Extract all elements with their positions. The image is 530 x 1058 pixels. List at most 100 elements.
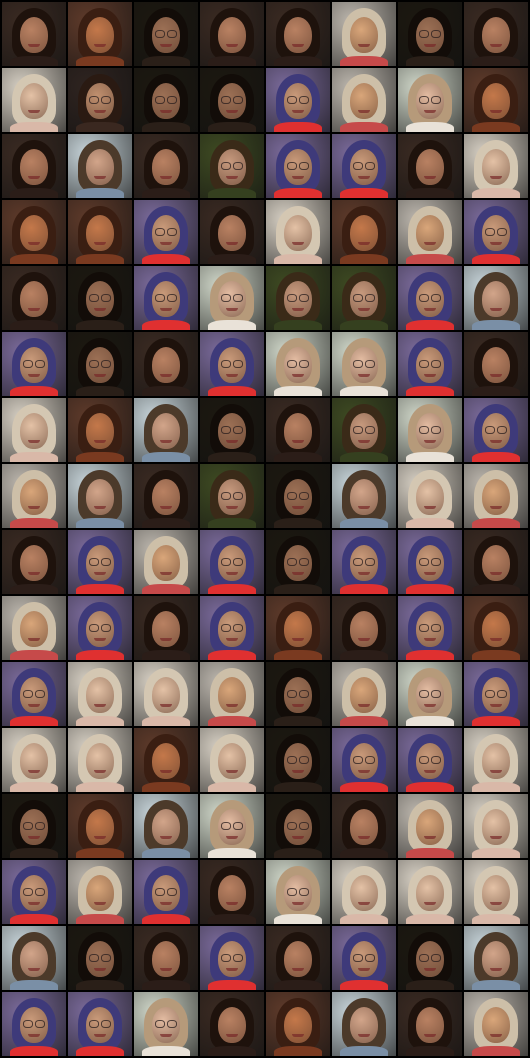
- mouth-shape: [292, 44, 304, 47]
- face-thumbnail: [134, 728, 198, 792]
- mouth-shape: [292, 506, 304, 509]
- face-shape: [20, 413, 48, 449]
- mouth-shape: [358, 638, 370, 641]
- shirt-shape: [76, 386, 124, 396]
- face-shape: [350, 17, 378, 53]
- face-thumbnail: [332, 2, 396, 66]
- face-shape: [482, 941, 510, 977]
- face-shape: [482, 875, 510, 911]
- glasses-shape: [353, 162, 375, 170]
- shirt-shape: [10, 980, 58, 990]
- face-thumbnail: [134, 332, 198, 396]
- shirt-shape: [340, 980, 388, 990]
- face-thumbnail: [2, 530, 66, 594]
- face-shape: [20, 479, 48, 515]
- shirt-shape: [472, 320, 520, 330]
- mouth-shape: [28, 968, 40, 971]
- shirt-shape: [76, 452, 124, 462]
- shirt-shape: [274, 848, 322, 858]
- face-shape: [350, 677, 378, 713]
- face-thumbnail: [134, 464, 198, 528]
- face-shape: [350, 83, 378, 119]
- face-thumbnail: [398, 200, 462, 264]
- face-shape: [86, 677, 114, 713]
- shirt-shape: [340, 122, 388, 132]
- shirt-shape: [142, 452, 190, 462]
- mouth-shape: [424, 638, 436, 641]
- face-shape: [482, 611, 510, 647]
- face-thumbnail: [134, 2, 198, 66]
- glasses-shape: [287, 558, 309, 566]
- shirt-shape: [472, 914, 520, 924]
- shirt-shape: [340, 254, 388, 264]
- mouth-shape: [28, 44, 40, 47]
- shirt-shape: [208, 914, 256, 924]
- face-thumbnail: [68, 662, 132, 726]
- mouth-shape: [160, 902, 172, 905]
- mouth-shape: [358, 968, 370, 971]
- shirt-shape: [208, 56, 256, 66]
- face-shape: [86, 479, 114, 515]
- mouth-shape: [424, 308, 436, 311]
- mouth-shape: [28, 374, 40, 377]
- shirt-shape: [406, 980, 454, 990]
- face-thumbnail: [464, 134, 528, 198]
- shirt-shape: [76, 56, 124, 66]
- face-thumbnail: [134, 200, 198, 264]
- face-shape: [482, 545, 510, 581]
- glasses-shape: [419, 954, 441, 962]
- face-shape: [284, 611, 312, 647]
- shirt-shape: [472, 188, 520, 198]
- glasses-shape: [287, 822, 309, 830]
- face-shape: [20, 281, 48, 317]
- shirt-shape: [340, 386, 388, 396]
- face-shape: [20, 215, 48, 251]
- shirt-shape: [208, 386, 256, 396]
- shirt-shape: [208, 122, 256, 132]
- shirt-shape: [340, 1046, 388, 1056]
- face-shape: [86, 875, 114, 911]
- glasses-shape: [419, 558, 441, 566]
- face-thumbnail: [398, 794, 462, 858]
- shirt-shape: [76, 980, 124, 990]
- shirt-shape: [76, 320, 124, 330]
- shirt-shape: [76, 914, 124, 924]
- shirt-shape: [10, 650, 58, 660]
- face-shape: [350, 215, 378, 251]
- mouth-shape: [160, 638, 172, 641]
- mouth-shape: [424, 506, 436, 509]
- mouth-shape: [226, 968, 238, 971]
- shirt-shape: [76, 254, 124, 264]
- mouth-shape: [424, 44, 436, 47]
- shirt-shape: [76, 782, 124, 792]
- face-shape: [152, 347, 180, 383]
- shirt-shape: [142, 650, 190, 660]
- glasses-shape: [353, 294, 375, 302]
- face-shape: [416, 875, 444, 911]
- face-shape: [482, 347, 510, 383]
- face-thumbnail: [200, 266, 264, 330]
- face-thumbnail: [266, 134, 330, 198]
- face-thumbnail: [68, 794, 132, 858]
- mouth-shape: [226, 770, 238, 773]
- mouth-shape: [94, 308, 106, 311]
- mouth-shape: [424, 902, 436, 905]
- shirt-shape: [208, 452, 256, 462]
- face-thumbnail: [134, 596, 198, 660]
- face-shape: [284, 413, 312, 449]
- mouth-shape: [226, 374, 238, 377]
- mouth-shape: [292, 308, 304, 311]
- glasses-shape: [419, 30, 441, 38]
- mouth-shape: [94, 770, 106, 773]
- face-thumbnail: [464, 266, 528, 330]
- glasses-shape: [155, 1020, 177, 1028]
- face-thumbnail: [2, 332, 66, 396]
- glasses-shape: [287, 360, 309, 368]
- mouth-shape: [94, 374, 106, 377]
- shirt-shape: [472, 584, 520, 594]
- mouth-shape: [160, 374, 172, 377]
- mouth-shape: [358, 770, 370, 773]
- glasses-shape: [23, 690, 45, 698]
- mouth-shape: [424, 1034, 436, 1037]
